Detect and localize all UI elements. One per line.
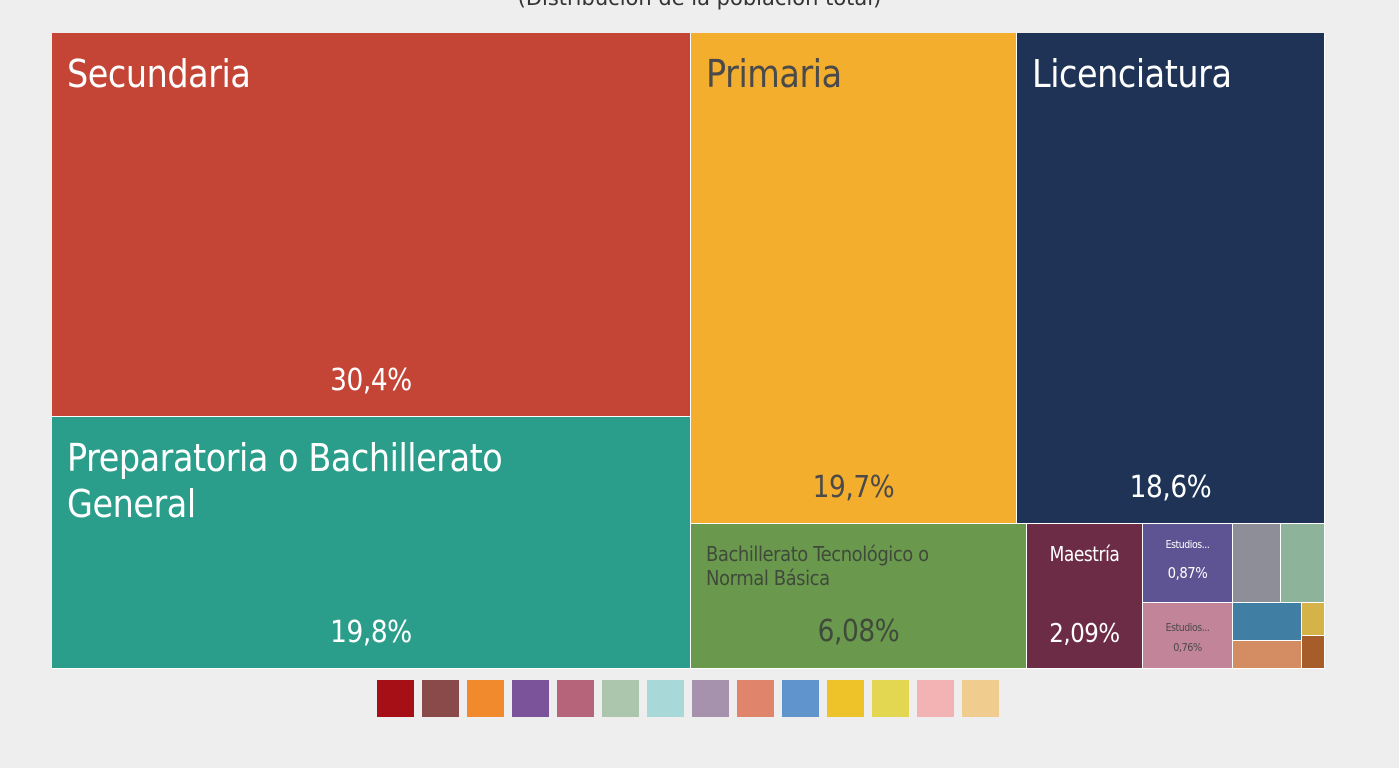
tile-category-label: Secundaria	[67, 52, 251, 96]
tile-percentage-label: 18,6%	[1129, 470, 1212, 505]
legend-swatch-7[interactable]	[647, 680, 684, 717]
legend-swatch-3[interactable]	[467, 680, 504, 717]
tile-percentage-label: 19,8%	[330, 615, 412, 650]
treemap-tile-12[interactable]	[1302, 603, 1325, 636]
treemap-tile-3[interactable]: Primaria 19,7%	[691, 33, 1017, 524]
legend-swatch-10[interactable]	[782, 680, 819, 717]
legend-swatch-8[interactable]	[692, 680, 729, 717]
treemap-tile-8[interactable]: Estudios... 0,76%	[1143, 603, 1233, 669]
treemap-tile-5[interactable]: Bachillerato Tecnológico o Normal Básica…	[691, 524, 1027, 669]
tile-percentage-label: 0,76%	[1173, 641, 1202, 654]
treemap-tile-11[interactable]	[1233, 603, 1302, 641]
tile-percentage-label: 19,7%	[812, 470, 895, 505]
tile-category-label: Bachillerato Tecnológico o Normal Básica	[706, 542, 929, 591]
legend-swatch-6[interactable]	[602, 680, 639, 717]
color-legend	[377, 680, 999, 717]
legend-swatch-2[interactable]	[422, 680, 459, 717]
treemap-tile-9[interactable]	[1233, 524, 1281, 603]
treemap-tile-7[interactable]: Estudios... 0,87%	[1143, 524, 1233, 603]
tile-percentage-label: 6,08%	[817, 614, 900, 649]
treemap-tile-10[interactable]	[1281, 524, 1325, 603]
legend-swatch-1[interactable]	[377, 680, 414, 717]
tile-category-label: Licenciatura	[1032, 52, 1232, 96]
treemap-tile-2[interactable]: Preparatoria o Bachillerato General 19,8%	[52, 417, 691, 669]
treemap-tile-14[interactable]	[1302, 636, 1325, 669]
legend-swatch-9[interactable]	[737, 680, 774, 717]
chart-subtitle: (Distribución de la población total)	[0, 0, 1399, 10]
legend-swatch-11[interactable]	[827, 680, 864, 717]
treemap: Secundaria 30,4% Preparatoria o Bachillera…	[52, 33, 1325, 669]
treemap-tile-1[interactable]: Secundaria 30,4%	[52, 33, 691, 417]
legend-swatch-14[interactable]	[962, 680, 999, 717]
treemap-tile-6[interactable]: Maestría 2,09%	[1027, 524, 1143, 669]
legend-swatch-12[interactable]	[872, 680, 909, 717]
tile-category-label: Primaria	[706, 52, 842, 96]
tile-category-label: Maestría	[1049, 542, 1120, 566]
tile-category-label: Preparatoria o Bachillerato General	[67, 436, 503, 527]
legend-swatch-4[interactable]	[512, 680, 549, 717]
treemap-tile-4[interactable]: Licenciatura 18,6%	[1017, 33, 1325, 524]
tile-percentage-label: 2,09%	[1049, 619, 1120, 649]
tile-percentage-label: 0,87%	[1167, 564, 1208, 582]
treemap-tile-13[interactable]	[1233, 641, 1302, 669]
legend-swatch-5[interactable]	[557, 680, 594, 717]
tile-category-label: Estudios...	[1165, 538, 1210, 551]
tile-percentage-label: 30,4%	[330, 363, 412, 398]
legend-swatch-13[interactable]	[917, 680, 954, 717]
tile-category-label: Estudios...	[1165, 621, 1210, 634]
